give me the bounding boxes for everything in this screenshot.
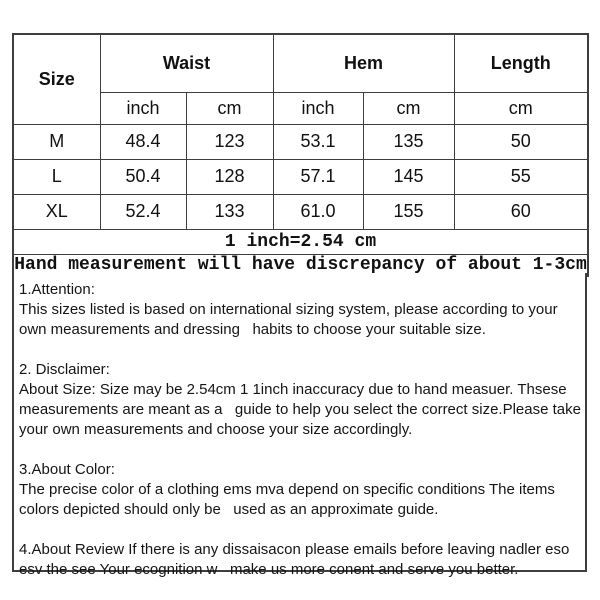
measurement-value: 61.0 (272, 193, 364, 230)
section-heading: 3.About Color: (19, 461, 115, 478)
measurement-value: 133 (185, 193, 274, 230)
info-box: 1.Attention: This sizes listed is based … (12, 273, 587, 578)
about-color-section: 3.About Color: The precise color of a cl… (19, 460, 581, 520)
size-label: M (12, 123, 101, 160)
section-heading: 2. Disclaimer: (19, 361, 110, 378)
unit-hem-cm: cm (362, 91, 455, 125)
header-length: Length (453, 33, 589, 93)
measurement-value: 60 (453, 193, 589, 230)
disclaimer-section: 2. Disclaimer: About Size: Size may be 2… (19, 360, 581, 440)
attention-section: 1.Attention: This sizes listed is based … (19, 280, 581, 340)
size-chart-table: Size Waist Hem Length inch cm inch cm cm… (12, 33, 590, 277)
section-body: 4.About Review If there is any dissaisac… (19, 541, 574, 578)
size-label: XL (12, 193, 101, 230)
measurement-value: 123 (185, 123, 274, 160)
table-row: M 48.4 123 53.1 135 50 (12, 123, 589, 160)
header-row-groups: Size Waist Hem Length (12, 33, 589, 125)
section-heading: 1.Attention: (19, 281, 95, 298)
unit-hem-inch: inch (272, 91, 364, 125)
unit-waist-cm: cm (185, 91, 274, 125)
note-row: Hand measurement will have discrepancy o… (12, 253, 589, 276)
table-row: L 50.4 128 57.1 145 55 (12, 158, 589, 195)
measurement-value: 52.4 (99, 193, 187, 230)
hand-measurement-note: Hand measurement will have discrepancy o… (12, 253, 589, 276)
unit-waist-inch: inch (99, 91, 187, 125)
measurement-value: 50 (453, 123, 589, 160)
header-size: Size (12, 33, 101, 125)
table-row: XL 52.4 133 61.0 155 60 (12, 193, 589, 230)
header-row-units: inch cm inch cm cm (13, 91, 589, 125)
header-waist: Waist (99, 33, 274, 93)
section-body: The precise color of a clothing ems mva … (19, 481, 560, 518)
note-row: 1 inch=2.54 cm (12, 228, 589, 255)
measurement-value: 57.1 (272, 158, 364, 195)
measurement-value: 50.4 (99, 158, 187, 195)
section-body: About Size: Size may be 2.54cm 1 1inch i… (19, 381, 586, 438)
inch-conversion-note: 1 inch=2.54 cm (12, 228, 589, 255)
about-review-section: 4.About Review If there is any dissaisac… (19, 540, 581, 580)
measurement-value: 155 (362, 193, 455, 230)
unit-length-cm: cm (453, 91, 589, 125)
header-hem: Hem (272, 33, 455, 93)
measurement-value: 135 (362, 123, 455, 160)
measurement-value: 128 (185, 158, 274, 195)
size-label: L (12, 158, 101, 195)
measurement-value: 55 (453, 158, 589, 195)
measurement-value: 53.1 (272, 123, 364, 160)
measurement-value: 145 (362, 158, 455, 195)
section-body: This sizes listed is based on internatio… (19, 301, 562, 338)
measurement-value: 48.4 (99, 123, 187, 160)
